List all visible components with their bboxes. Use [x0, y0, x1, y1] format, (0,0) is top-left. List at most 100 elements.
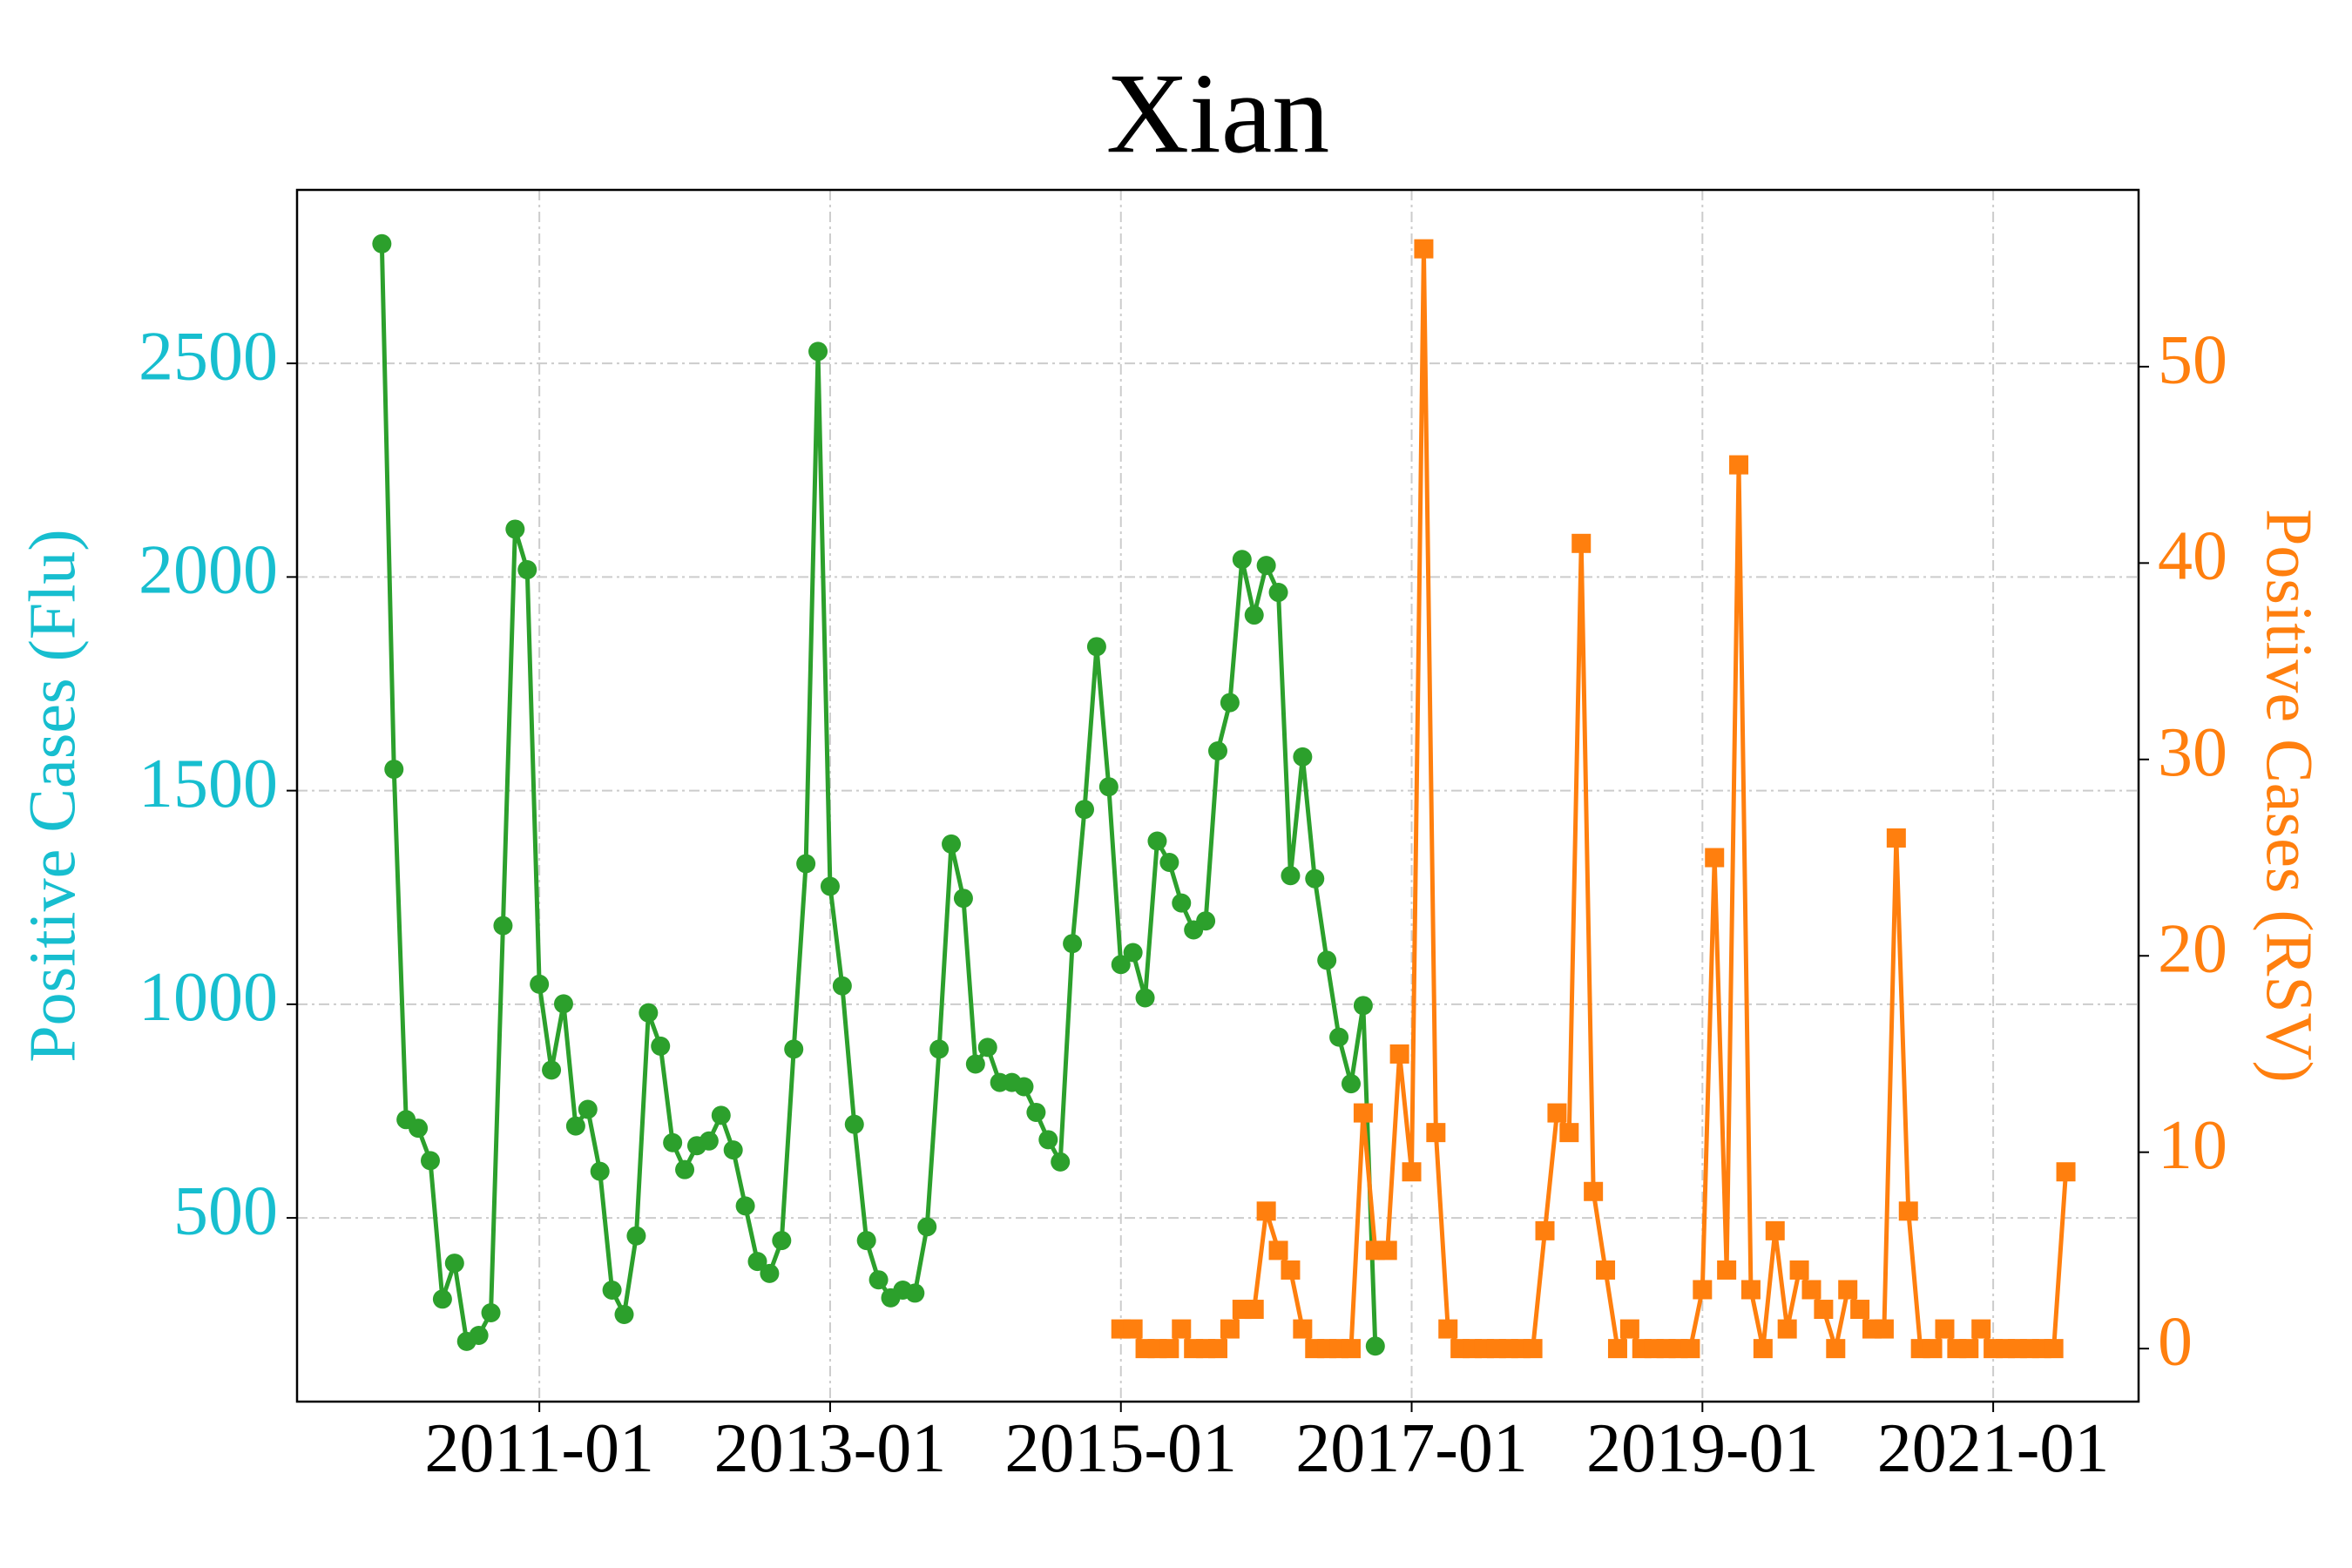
x-tick-label: 2015-01	[1004, 1410, 1237, 1487]
marker	[1705, 848, 1725, 868]
marker	[409, 1119, 429, 1139]
marker	[747, 1252, 767, 1272]
y2-tick-label: 40	[2158, 518, 2227, 595]
x-tick-label: 2011-01	[424, 1410, 654, 1487]
marker	[1220, 693, 1240, 713]
marker	[844, 1114, 864, 1134]
marker	[1026, 1102, 1046, 1122]
marker	[1426, 1123, 1446, 1143]
y-tick-label: 1000	[139, 959, 278, 1036]
marker	[796, 854, 816, 874]
marker	[1740, 1280, 1761, 1300]
marker	[699, 1131, 719, 1151]
marker	[1935, 1319, 1955, 1339]
marker	[1075, 800, 1095, 820]
marker	[1317, 950, 1337, 970]
marker	[1341, 1339, 1361, 1359]
marker	[1172, 893, 1192, 913]
marker	[432, 1289, 452, 1309]
x-tick-label: 2019-01	[1586, 1410, 1819, 1487]
marker	[942, 834, 962, 854]
marker	[1051, 1152, 1071, 1172]
marker	[444, 1254, 464, 1274]
marker	[1547, 1103, 1567, 1123]
marker	[1305, 868, 1325, 889]
marker	[517, 560, 537, 580]
y2-tick-label: 50	[2158, 321, 2227, 398]
marker	[1765, 1220, 1785, 1240]
marker	[1353, 1103, 1373, 1123]
marker	[1535, 1220, 1555, 1240]
marker	[1874, 1319, 1894, 1339]
marker	[469, 1325, 489, 1345]
marker	[1571, 533, 1592, 553]
marker	[1971, 1319, 1991, 1339]
marker	[1898, 1201, 1918, 1221]
marker	[1329, 1027, 1349, 1047]
marker	[1159, 853, 1179, 873]
marker	[1147, 831, 1167, 851]
marker	[590, 1161, 610, 1181]
marker	[965, 1054, 985, 1074]
marker	[784, 1039, 804, 1059]
marker	[905, 1283, 925, 1303]
marker	[602, 1280, 622, 1300]
marker	[372, 233, 392, 253]
marker	[1268, 583, 1288, 603]
marker	[614, 1304, 634, 1324]
marker	[1135, 988, 1155, 1008]
marker	[1244, 1300, 1264, 1320]
y-tick-label: 2500	[139, 318, 278, 395]
marker	[1281, 866, 1301, 886]
x-tick-label: 2017-01	[1295, 1410, 1528, 1487]
marker	[820, 876, 840, 896]
marker	[553, 994, 573, 1014]
marker	[1086, 637, 1106, 657]
marker	[1801, 1280, 1821, 1300]
marker	[1365, 1336, 1385, 1356]
marker	[1208, 1339, 1227, 1359]
marker	[493, 916, 513, 936]
y-tick-label: 2000	[139, 532, 278, 609]
marker	[675, 1159, 695, 1179]
marker	[1256, 1201, 1276, 1221]
y2-tick-label: 20	[2158, 911, 2227, 988]
chart-title: Xian	[1106, 49, 1330, 177]
marker	[735, 1196, 755, 1216]
marker	[651, 1036, 671, 1056]
marker	[1607, 1339, 1627, 1359]
marker	[1959, 1339, 1979, 1359]
marker	[1244, 605, 1264, 625]
marker	[420, 1151, 440, 1171]
y2-tick-label: 10	[2158, 1107, 2227, 1184]
marker	[1172, 1319, 1192, 1339]
marker	[1838, 1280, 1858, 1300]
marker	[1353, 996, 1373, 1016]
marker	[384, 760, 404, 780]
y-tick-label: 500	[173, 1173, 278, 1249]
marker	[1619, 1319, 1639, 1339]
marker	[1389, 1044, 1409, 1064]
marker	[1293, 1319, 1313, 1339]
marker	[953, 889, 973, 909]
line	[379, 243, 1378, 1347]
marker	[626, 1226, 646, 1246]
marker	[1111, 955, 1131, 975]
marker	[1196, 911, 1216, 931]
plot-frame	[295, 188, 2140, 1403]
marker	[1717, 1260, 1737, 1280]
marker	[1596, 1260, 1616, 1280]
marker	[1826, 1339, 1846, 1359]
x-tick-label: 2021-01	[1877, 1410, 2110, 1487]
marker	[1886, 828, 1906, 848]
marker	[1559, 1123, 1579, 1143]
marker	[565, 1116, 585, 1136]
marker	[772, 1231, 792, 1251]
marker	[868, 1270, 889, 1290]
marker	[1850, 1300, 1870, 1320]
marker	[1123, 1319, 1143, 1339]
y-tick-label: 1500	[139, 746, 278, 822]
marker	[1777, 1319, 1797, 1339]
marker	[808, 341, 828, 362]
